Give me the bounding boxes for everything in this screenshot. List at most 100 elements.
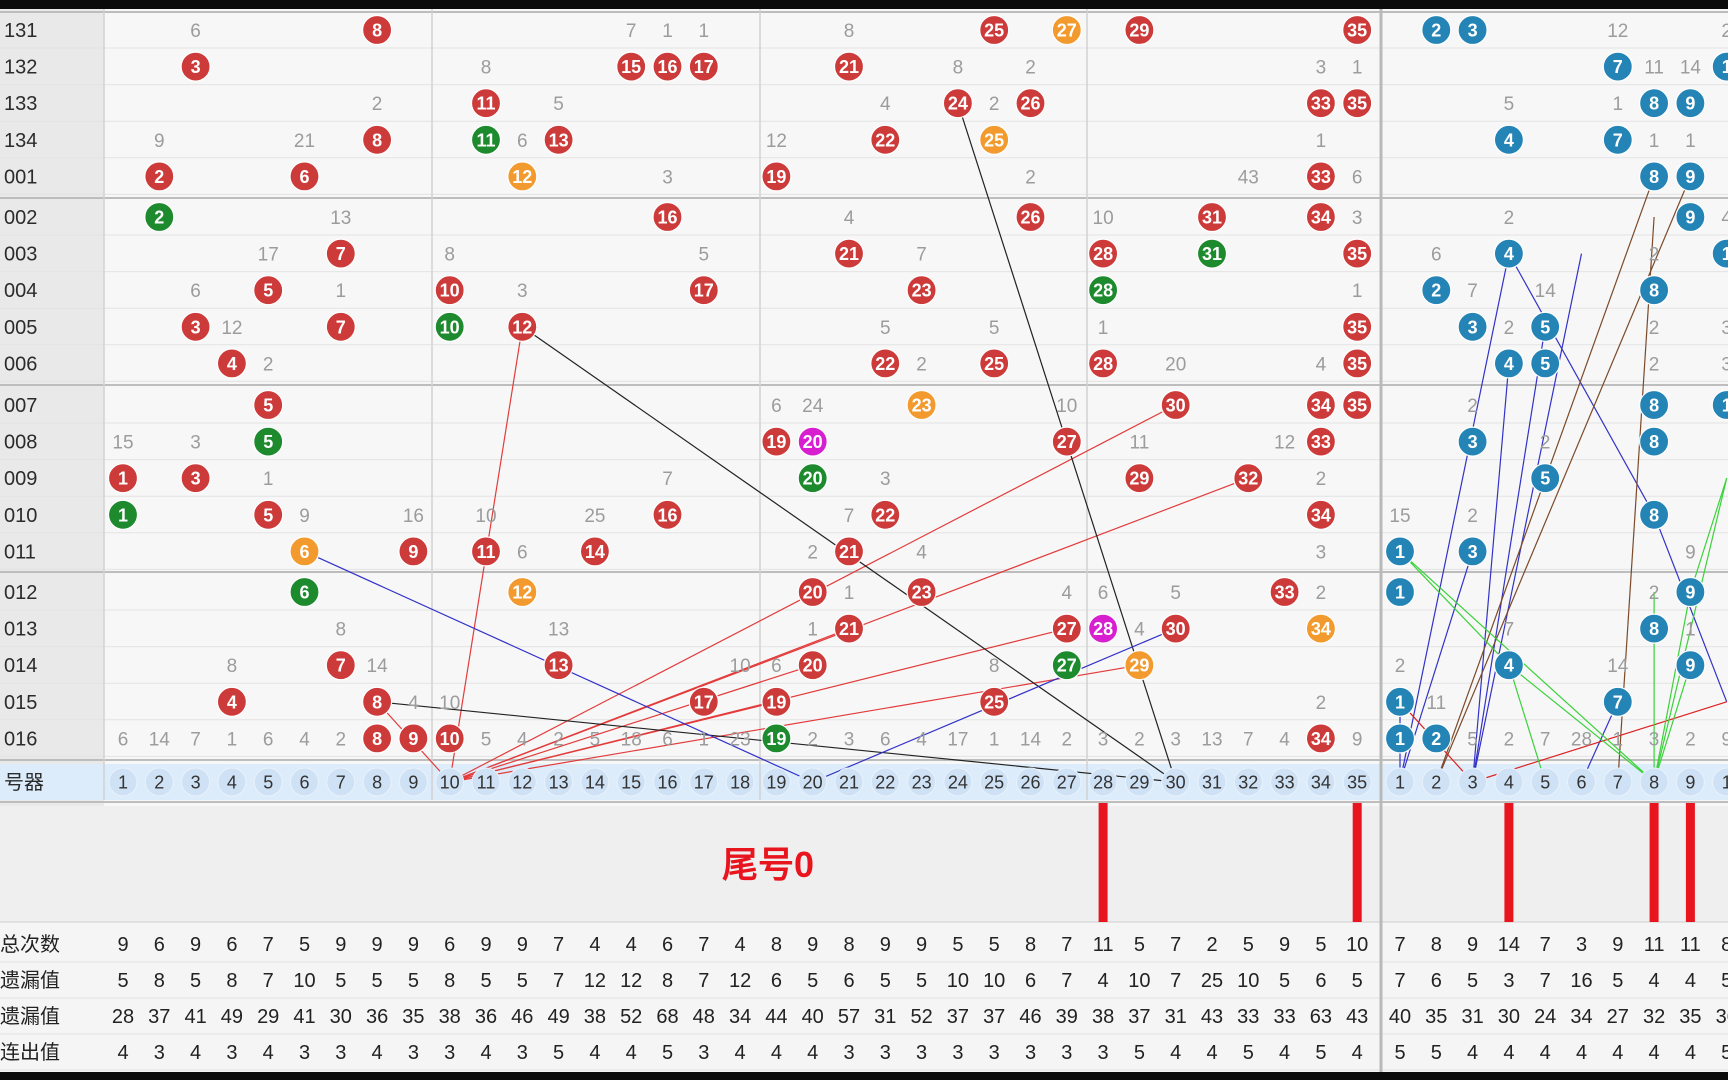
- stat-value: 8: [771, 934, 782, 956]
- number-selector-button[interactable]: 1: [1385, 767, 1415, 797]
- omission-number: 4: [1316, 354, 1327, 375]
- number-selector-button[interactable]: 33: [1270, 767, 1300, 797]
- omission-number: 4: [1134, 620, 1145, 641]
- number-selector-button[interactable]: 2: [144, 767, 174, 797]
- drawn-number-ball: 21: [833, 613, 865, 644]
- omission-number: 12: [221, 318, 242, 339]
- svg-text:9: 9: [1685, 208, 1695, 228]
- number-selector-button[interactable]: 29: [1124, 767, 1154, 797]
- drawn-number-ball: 3: [1457, 536, 1488, 567]
- svg-text:7: 7: [336, 244, 346, 264]
- number-selector-button[interactable]: 22: [870, 767, 900, 797]
- number-selector-button[interactable]: 34: [1306, 767, 1336, 797]
- number-selector-button[interactable]: 8: [1639, 767, 1669, 797]
- drawn-number-ball: 2: [144, 161, 175, 192]
- number-selector-button[interactable]: 24: [943, 767, 973, 797]
- svg-text:1: 1: [1395, 583, 1405, 603]
- number-selector-button[interactable]: 13: [544, 767, 574, 797]
- number-selector-button[interactable]: 4: [217, 767, 247, 797]
- svg-text:35: 35: [1347, 773, 1367, 793]
- number-selector-button[interactable]: 3: [181, 767, 211, 797]
- stat-value: 7: [263, 934, 274, 956]
- number-selector-button[interactable]: 32: [1233, 767, 1263, 797]
- number-selector-button[interactable]: 1: [108, 767, 138, 797]
- number-selector-button[interactable]: 20: [798, 767, 828, 797]
- number-selector-button[interactable]: 10: [435, 767, 465, 797]
- svg-text:35: 35: [1347, 21, 1367, 41]
- omission-number: 2: [1504, 318, 1515, 339]
- number-selector-button[interactable]: 19: [761, 767, 791, 797]
- number-selector-button[interactable]: 11: [471, 767, 501, 797]
- period-label: 005: [4, 317, 37, 339]
- drawn-number-ball: 24: [942, 88, 974, 119]
- number-selector-button[interactable]: 31: [1197, 767, 1227, 797]
- number-selector-button[interactable]: 7: [326, 767, 356, 797]
- svg-text:9: 9: [1685, 167, 1695, 187]
- number-selector-button[interactable]: 7: [1603, 767, 1633, 797]
- svg-text:29: 29: [1129, 469, 1149, 489]
- number-selector-button[interactable]: 6: [290, 767, 319, 797]
- number-selector-button[interactable]: 23: [907, 767, 937, 797]
- stat-value: 5: [807, 970, 818, 992]
- number-selector-button[interactable]: 4: [1494, 767, 1524, 797]
- number-selector-button[interactable]: 27: [1052, 767, 1082, 797]
- number-selector-button[interactable]: 9: [1675, 767, 1705, 797]
- svg-text:1: 1: [118, 469, 128, 489]
- number-selector-button[interactable]: 35: [1342, 767, 1372, 797]
- omission-number: 3: [1352, 208, 1363, 229]
- svg-text:5: 5: [1540, 773, 1550, 793]
- stat-value: 9: [1612, 934, 1623, 956]
- number-selector-button[interactable]: 14: [580, 767, 610, 797]
- number-selector-button[interactable]: 2: [1421, 767, 1451, 797]
- svg-text:8: 8: [372, 21, 382, 41]
- svg-text:1: 1: [118, 505, 128, 525]
- svg-text:4: 4: [1504, 656, 1514, 676]
- omission-number: 4: [1721, 208, 1728, 229]
- omission-number: 17: [947, 729, 968, 750]
- number-selector-button[interactable]: 3: [1458, 767, 1488, 797]
- svg-text:4: 4: [227, 354, 237, 374]
- svg-text:1: 1: [1395, 542, 1405, 562]
- number-selector-button[interactable]: 5: [1530, 767, 1560, 797]
- stat-value: 5: [1431, 1042, 1442, 1064]
- drawn-number-ball: 19: [761, 426, 792, 457]
- number-selector-button[interactable]: 8: [362, 767, 392, 797]
- number-selector-button[interactable]: 16: [653, 767, 682, 797]
- number-selector-button[interactable]: 28: [1088, 767, 1118, 797]
- drawn-number-ball: 17: [688, 686, 719, 717]
- number-selector-button[interactable]: 30: [1161, 767, 1191, 797]
- svg-text:17: 17: [694, 692, 714, 712]
- drawn-number-ball: 35: [1342, 14, 1373, 46]
- number-selector-button[interactable]: 9: [398, 767, 428, 797]
- number-selector-button[interactable]: 18: [725, 767, 755, 797]
- number-selector-button[interactable]: 21: [834, 767, 864, 797]
- omission-number: 7: [844, 506, 855, 527]
- omission-number: 14: [1607, 656, 1629, 677]
- stat-value: 12: [584, 970, 606, 992]
- stat-value: 10: [1128, 970, 1150, 992]
- drawn-number-ball: 20: [797, 576, 828, 608]
- svg-text:15: 15: [621, 773, 641, 793]
- number-selector-button[interactable]: 25: [979, 767, 1009, 797]
- number-selector-button[interactable]: 1: [1712, 767, 1728, 797]
- stat-value: 3: [226, 1042, 237, 1064]
- svg-text:11: 11: [476, 130, 495, 150]
- omission-number: 1: [1685, 131, 1696, 152]
- number-selector-button[interactable]: 12: [507, 767, 537, 797]
- stat-value: 10: [983, 970, 1005, 992]
- number-selector-button[interactable]: 6: [1567, 767, 1596, 797]
- stat-value: 4: [1279, 1042, 1290, 1064]
- svg-text:8: 8: [1649, 396, 1659, 416]
- number-selector-button[interactable]: 17: [689, 767, 719, 797]
- number-selector-button[interactable]: 5: [253, 767, 283, 797]
- stat-value: 5: [1315, 1042, 1326, 1064]
- number-selector-button[interactable]: 26: [1016, 767, 1045, 797]
- omission-number: 2: [807, 542, 818, 563]
- number-selector-button[interactable]: 15: [616, 767, 646, 797]
- svg-text:6: 6: [299, 583, 309, 603]
- drawn-number-ball: 11: [470, 124, 502, 155]
- svg-text:13: 13: [549, 130, 569, 150]
- omission-number: 3: [1098, 729, 1109, 750]
- drawn-number-ball: 6: [289, 536, 320, 567]
- stat-value: 6: [1025, 970, 1036, 992]
